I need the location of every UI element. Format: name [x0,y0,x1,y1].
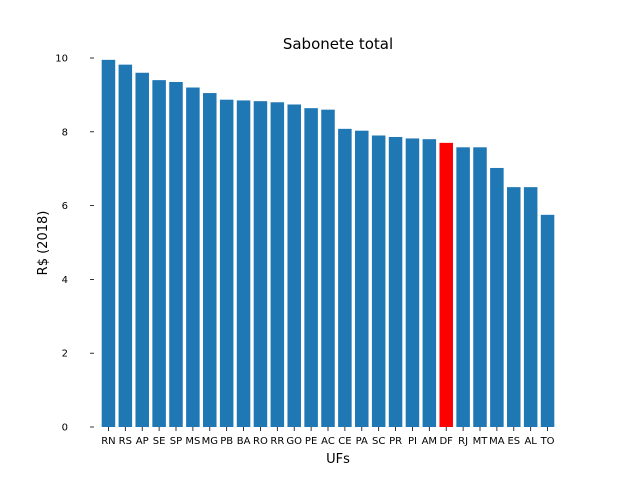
y-tick-label: 2 [62,349,68,360]
chart-title: Sabonete total [283,35,393,53]
y-tick-label: 8 [62,127,68,138]
bar-pi [405,138,420,427]
bar-pb [219,99,234,427]
bar-mg [203,93,217,427]
x-tick-label: AP [136,436,149,447]
bar-al [523,187,538,427]
x-tick-label: MA [489,436,505,447]
bar-sp [169,81,183,428]
x-tick-label: PI [408,436,417,447]
y-tick-label: 4 [62,275,68,286]
bar-pe [304,108,318,428]
x-tick-label: RO [253,436,268,447]
x-tick-label: PR [389,436,402,447]
x-tick-label: RN [101,436,115,447]
x-tick-label: BA [237,436,251,447]
y-axis-label: R$ (2018) [36,211,51,276]
x-tick-label: PE [305,436,317,447]
bar-pr [388,136,403,427]
x-tick-label: SP [170,436,182,447]
x-tick-label: MS [185,436,200,447]
x-tick-label: DF [439,436,453,447]
bar-rj [456,147,470,428]
y-tick-label: 10 [55,54,68,65]
bar-to [540,214,555,427]
x-tick-label: RS [119,436,132,447]
x-tick-label: ES [507,436,520,447]
bar-rs [118,64,133,427]
bar-ac [321,109,335,427]
x-ticks-group: RN RS AP SE SP MS MG PB BA RO RR GO PE AC CE PA SC PR PI AM… [101,427,555,447]
x-tick-label: TO [540,436,555,447]
x-axis-label: UFs [326,452,350,467]
x-tick-label: GO [286,436,302,447]
bar-rn [101,59,116,427]
bar-mt [473,147,487,428]
y-tick-label: 0 [62,423,68,434]
x-tick-label: PB [220,436,233,447]
x-tick-label: MG [202,436,218,447]
bar-go [287,104,301,428]
bar-pa [355,130,369,427]
bar-ap [135,72,149,427]
x-tick-label: RJ [458,436,468,447]
x-tick-label: SC [372,436,385,447]
bar-se [152,80,166,427]
bar-ms [186,87,200,428]
x-tick-label: CE [338,436,351,447]
bar-ba [236,100,251,427]
bar-ma [490,167,504,427]
bar-rr [270,102,285,427]
x-tick-label: AC [321,436,335,447]
bar-es [507,187,521,427]
y-ticks-group: 0 2 4 6 8 10 [55,54,94,434]
bars-group [101,59,555,428]
x-tick-label: PA [356,436,368,447]
bar-sc [371,135,386,428]
bar-ce [338,128,352,427]
bar-am [422,139,437,427]
y-tick-label: 6 [62,201,68,212]
x-tick-label: AM [422,436,437,447]
x-tick-label: SE [153,436,166,447]
bar-ro [253,101,268,428]
x-tick-label: MT [473,436,489,447]
bar-df [439,142,453,427]
x-tick-label: AL [524,436,537,447]
x-tick-label: RR [270,436,284,447]
